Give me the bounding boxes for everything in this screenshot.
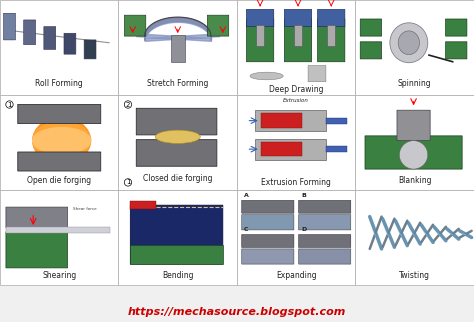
FancyBboxPatch shape [360, 42, 382, 59]
Ellipse shape [155, 130, 200, 143]
Bar [0, 0, 118, 95]
Ellipse shape [32, 121, 91, 160]
Text: Stretch Forming: Stretch Forming [147, 79, 209, 88]
FancyBboxPatch shape [446, 42, 467, 59]
FancyBboxPatch shape [124, 15, 146, 36]
FancyBboxPatch shape [318, 19, 345, 62]
Bar [130, 201, 156, 209]
FancyBboxPatch shape [24, 20, 36, 45]
FancyBboxPatch shape [6, 232, 68, 268]
FancyBboxPatch shape [299, 235, 351, 247]
FancyBboxPatch shape [318, 9, 345, 27]
Text: Bending: Bending [162, 271, 193, 280]
Ellipse shape [32, 117, 91, 165]
Bar [237, 190, 356, 285]
Ellipse shape [250, 72, 283, 80]
FancyBboxPatch shape [299, 249, 351, 264]
Bar [327, 25, 335, 46]
FancyBboxPatch shape [18, 152, 101, 171]
Text: Roll Forming: Roll Forming [36, 79, 83, 88]
FancyBboxPatch shape [299, 200, 351, 213]
Bar [261, 113, 302, 128]
FancyBboxPatch shape [246, 9, 274, 27]
FancyBboxPatch shape [246, 19, 274, 62]
Bar [255, 139, 326, 160]
Ellipse shape [32, 127, 91, 154]
FancyBboxPatch shape [360, 19, 382, 36]
Text: Deep Drawing: Deep Drawing [269, 85, 323, 94]
FancyBboxPatch shape [136, 140, 217, 166]
Bar [237, 95, 356, 190]
Text: Extrusion: Extrusion [283, 98, 309, 103]
Bar [256, 25, 264, 46]
FancyBboxPatch shape [44, 27, 56, 49]
Bar [171, 35, 185, 62]
Bar [130, 245, 223, 264]
Bar [356, 95, 474, 190]
FancyBboxPatch shape [242, 215, 294, 230]
Bar [294, 25, 302, 46]
FancyBboxPatch shape [242, 200, 294, 213]
Text: Twisting: Twisting [399, 271, 430, 280]
Bar [118, 0, 237, 95]
Text: Extrusion Forming: Extrusion Forming [261, 178, 331, 187]
Bar [0, 190, 118, 285]
Bar [261, 142, 302, 156]
FancyBboxPatch shape [242, 249, 294, 264]
Text: Shearing: Shearing [42, 271, 76, 280]
Text: https://mechasource.blogspot.com: https://mechasource.blogspot.com [128, 307, 346, 317]
Ellipse shape [390, 23, 428, 63]
Bar [118, 190, 237, 285]
Text: 1: 1 [126, 179, 130, 185]
Bar [356, 190, 474, 285]
Bar [356, 0, 474, 95]
Bar [326, 118, 347, 124]
FancyBboxPatch shape [446, 19, 467, 36]
FancyBboxPatch shape [136, 108, 217, 135]
FancyBboxPatch shape [284, 9, 312, 27]
Ellipse shape [398, 31, 419, 55]
FancyBboxPatch shape [64, 33, 76, 54]
Text: Open die forging: Open die forging [27, 176, 91, 185]
Bar [237, 0, 356, 95]
Text: D: D [301, 227, 306, 232]
FancyBboxPatch shape [6, 207, 68, 228]
FancyBboxPatch shape [207, 15, 229, 36]
Text: B: B [301, 193, 306, 198]
Text: 2: 2 [126, 101, 130, 108]
Text: C: C [244, 227, 248, 232]
Bar [326, 146, 347, 152]
FancyBboxPatch shape [284, 19, 312, 62]
Circle shape [399, 141, 428, 169]
Text: Shear force: Shear force [73, 207, 97, 211]
FancyBboxPatch shape [84, 40, 96, 59]
FancyBboxPatch shape [365, 136, 462, 169]
Text: Blanking: Blanking [398, 176, 431, 185]
FancyBboxPatch shape [18, 105, 101, 124]
Bar [6, 227, 110, 233]
FancyBboxPatch shape [242, 235, 294, 247]
FancyBboxPatch shape [299, 215, 351, 230]
Text: A: A [244, 193, 249, 198]
FancyBboxPatch shape [397, 110, 430, 141]
FancyBboxPatch shape [3, 13, 16, 40]
Text: Spinning: Spinning [398, 79, 431, 88]
Bar [0, 95, 118, 190]
Text: 1: 1 [7, 101, 12, 108]
Bar [255, 110, 326, 131]
Bar [118, 95, 237, 190]
FancyBboxPatch shape [130, 205, 223, 264]
Text: Closed die forging: Closed die forging [143, 174, 212, 183]
Text: Expanding: Expanding [276, 271, 317, 280]
FancyBboxPatch shape [308, 66, 326, 82]
